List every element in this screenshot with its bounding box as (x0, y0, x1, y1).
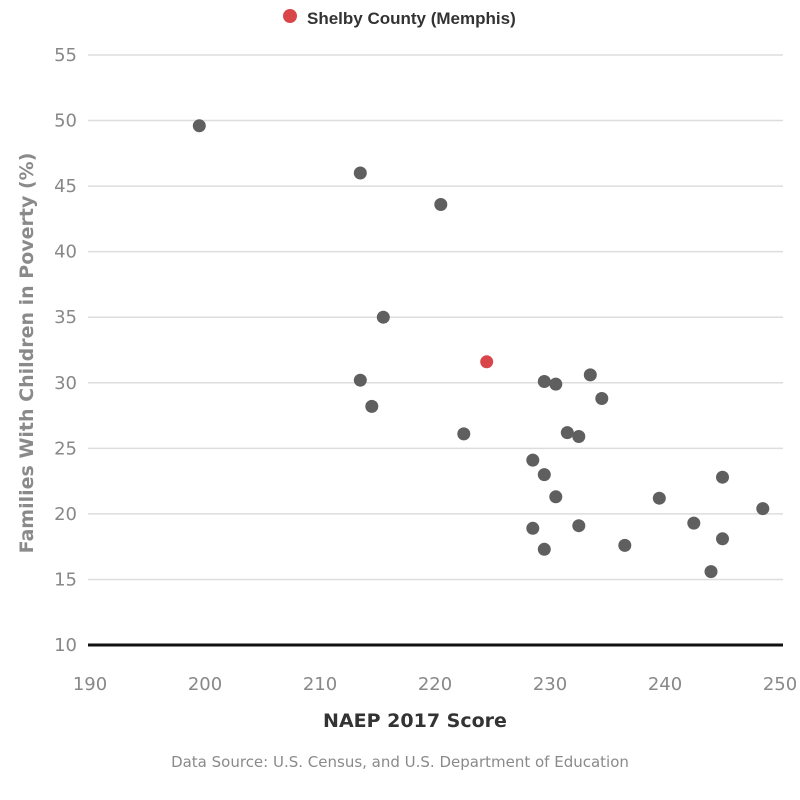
data-source-note: Data Source: U.S. Census, and U.S. Depar… (171, 753, 629, 771)
y-tick-label: 35 (54, 307, 77, 328)
data-point (353, 166, 367, 180)
data-point (365, 399, 379, 413)
data-point (537, 468, 551, 482)
data-point (549, 490, 563, 504)
data-point (716, 532, 729, 546)
data-point (353, 373, 367, 387)
data-point (526, 521, 540, 535)
data-point (687, 516, 701, 530)
data-point (434, 198, 448, 211)
y-tick-label: 45 (54, 176, 77, 197)
x-axis-title: NAEP 2017 Score (323, 710, 507, 732)
data-point (618, 538, 632, 552)
data-point (756, 502, 770, 516)
x-tick-label: 250 (763, 674, 797, 695)
y-tick-label: 30 (54, 373, 77, 394)
data-point (716, 470, 729, 484)
data-point (537, 375, 551, 388)
y-tick-label: 10 (54, 635, 77, 656)
x-tick-label: 230 (533, 674, 567, 695)
data-point (572, 430, 586, 443)
gridlines (88, 54, 783, 581)
y-tick-label: 55 (54, 45, 77, 66)
x-tick-label: 240 (648, 674, 682, 695)
x-tick-label: 210 (303, 674, 337, 695)
y-tick-label: 40 (54, 242, 77, 263)
data-point (572, 519, 586, 533)
data-point (549, 377, 563, 391)
y-axis-title: Families With Children in Poverty (%) (16, 153, 38, 554)
data-point (595, 392, 609, 405)
legend-marker-shelby-county (283, 9, 297, 23)
data-point (457, 427, 471, 441)
data-point (376, 310, 390, 324)
x-axis-ticks: 190 200 210 220 230 240 250 (73, 674, 797, 695)
data-points (192, 119, 770, 579)
y-axis-ticks: 10 15 20 25 30 35 40 45 50 55 (54, 45, 77, 656)
y-tick-label: 15 (54, 569, 77, 590)
data-point (704, 565, 718, 579)
data-point (560, 426, 574, 440)
y-tick-label: 25 (54, 438, 77, 459)
data-point (583, 368, 597, 382)
data-point (652, 491, 666, 505)
data-point (526, 453, 540, 467)
y-tick-label: 50 (54, 111, 77, 132)
x-tick-label: 200 (188, 674, 222, 695)
data-point (192, 119, 206, 133)
x-tick-label: 190 (73, 674, 107, 695)
y-tick-label: 20 (54, 504, 77, 525)
legend: Shelby County (Memphis) (283, 9, 516, 28)
legend-label: Shelby County (Memphis) (307, 9, 516, 28)
x-tick-label: 220 (418, 674, 452, 695)
data-point (537, 542, 551, 556)
data-point-shelby-county (480, 355, 494, 369)
